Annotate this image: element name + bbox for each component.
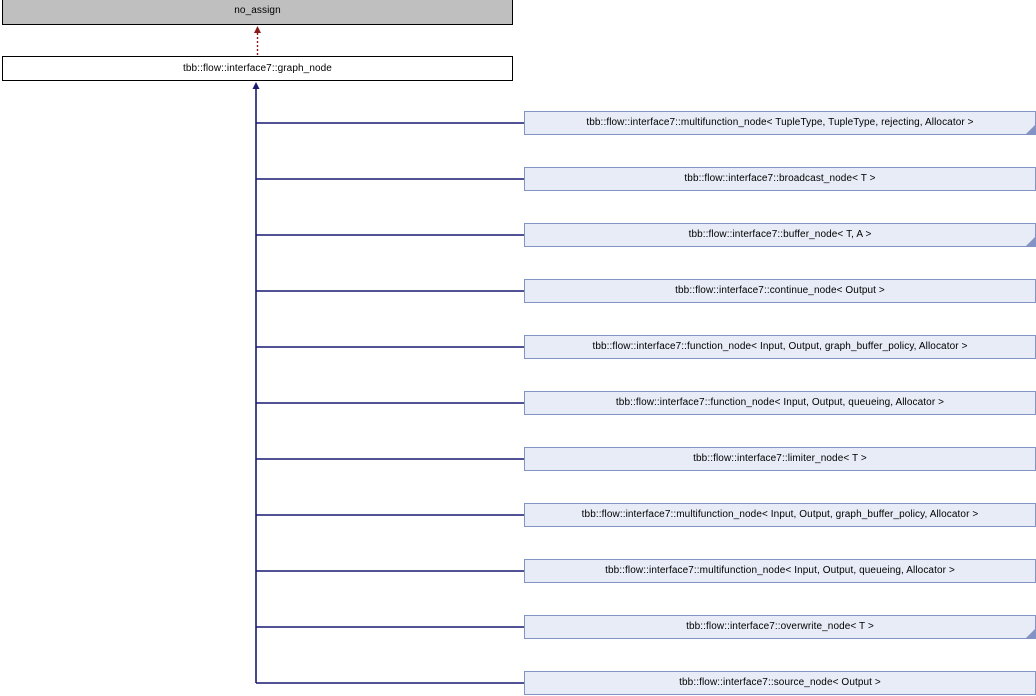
derived-class-box[interactable]: tbb::flow::interface7::function_node< In… xyxy=(524,335,1036,359)
corner-fold-icon xyxy=(1026,629,1035,638)
derived-class-label: tbb::flow::interface7::multifunction_nod… xyxy=(605,565,955,576)
derived-class-box[interactable]: tbb::flow::interface7::function_node< In… xyxy=(524,391,1036,415)
derived-class-box[interactable]: tbb::flow::interface7::multifunction_nod… xyxy=(524,559,1036,583)
derived-class-box[interactable]: tbb::flow::interface7::multifunction_nod… xyxy=(524,111,1036,135)
corner-fold-icon xyxy=(1026,237,1035,246)
derived-class-label: tbb::flow::interface7::multifunction_nod… xyxy=(586,117,974,128)
derived-class-box[interactable]: tbb::flow::interface7::buffer_node< T, A… xyxy=(524,223,1036,247)
class-box-graph-node[interactable]: tbb::flow::interface7::graph_node xyxy=(2,56,513,81)
derived-class-label: tbb::flow::interface7::function_node< In… xyxy=(592,341,968,352)
derived-class-label: tbb::flow::interface7::continue_node< Ou… xyxy=(675,285,885,296)
derived-class-box[interactable]: tbb::flow::interface7::source_node< Outp… xyxy=(524,671,1036,695)
class-box-no-assign[interactable]: no_assign xyxy=(2,0,513,25)
derived-class-box[interactable]: tbb::flow::interface7::limiter_node< T > xyxy=(524,447,1036,471)
class-box-label: tbb::flow::interface7::graph_node xyxy=(183,62,332,74)
derived-class-label: tbb::flow::interface7::limiter_node< T > xyxy=(693,453,867,464)
derived-class-label: tbb::flow::interface7::function_node< In… xyxy=(615,397,945,408)
derived-class-label: tbb::flow::interface7::multifunction_nod… xyxy=(581,509,979,520)
derived-class-label: tbb::flow::interface7::source_node< Outp… xyxy=(679,677,881,688)
derived-class-box[interactable]: tbb::flow::interface7::overwrite_node< T… xyxy=(524,615,1036,639)
derived-class-label: tbb::flow::interface7::buffer_node< T, A… xyxy=(688,229,872,240)
derived-class-box[interactable]: tbb::flow::interface7::broadcast_node< T… xyxy=(524,167,1036,191)
derived-class-box[interactable]: tbb::flow::interface7::continue_node< Ou… xyxy=(524,279,1036,303)
derived-class-label: tbb::flow::interface7::overwrite_node< T… xyxy=(686,621,874,632)
derived-class-label: tbb::flow::interface7::broadcast_node< T… xyxy=(684,173,876,184)
corner-fold-icon xyxy=(1026,125,1035,134)
class-box-label: no_assign xyxy=(234,4,281,16)
derived-class-box[interactable]: tbb::flow::interface7::multifunction_nod… xyxy=(524,503,1036,527)
